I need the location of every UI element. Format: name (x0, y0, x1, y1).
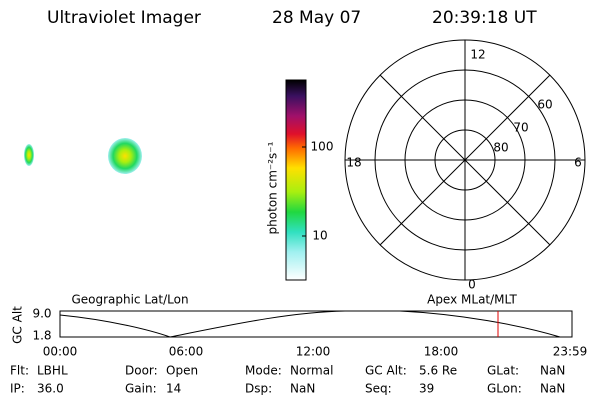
colorbar-scale (285, 79, 307, 281)
mlt-label: 18 (346, 156, 361, 170)
lat-label: 60 (537, 98, 552, 112)
mlt-label: 12 (470, 48, 485, 62)
info-value: Open (166, 364, 198, 378)
orbit-x-tick: 00:00 (43, 345, 78, 359)
info-value: 39 (419, 382, 434, 396)
orbit-plot (59, 310, 573, 338)
mlt-label: 0 (468, 278, 476, 292)
info-value: 36.0 (37, 382, 64, 396)
colorbar (285, 79, 307, 281)
lat-label: 70 (513, 121, 528, 135)
colorbar-label: photon cm⁻²s⁻¹ (266, 141, 280, 234)
aurora-blob (108, 138, 142, 174)
info-value: NaN (290, 382, 315, 396)
orbit-y-label: GC Alt (11, 306, 25, 344)
info-label: GLat: (487, 364, 519, 378)
aurora-blob (24, 144, 34, 166)
orbit-x-tick: 06:00 (169, 345, 204, 359)
orbit-x-tick: 12:00 (296, 345, 331, 359)
info-label: IP: (10, 382, 25, 396)
info-value: Normal (290, 364, 333, 378)
orbit-x-tick: 18:00 (424, 345, 459, 359)
colorbar-tick-label: 100 (311, 140, 334, 154)
orbit-y-tick: 9.0 (32, 307, 51, 321)
orbit-x-tick: 23:59 (553, 345, 588, 359)
info-label: Seq: (365, 382, 392, 396)
info-panel: Flt: LBHL Door: Open Mode: Normal GC Alt: 5.6 R… (10, 364, 565, 396)
info-label: GLon: (487, 382, 522, 396)
info-label: Dsp: (245, 382, 272, 396)
info-label: Mode: (245, 364, 282, 378)
mlt-label: 6 (574, 156, 582, 170)
orbit-left-title: Geographic Lat/Lon (71, 293, 188, 307)
info-label: GC Alt: (365, 364, 407, 378)
info-label: Door: (125, 364, 158, 378)
uv-image (24, 138, 142, 174)
orbit-y-tick: 1.8 (32, 329, 51, 343)
colorbar-tick-label: 10 (312, 229, 327, 243)
lat-label: 80 (493, 141, 508, 155)
info-value: NaN (540, 364, 565, 378)
info-label: Flt: (10, 364, 29, 378)
time: 20:39:18 UT (432, 8, 537, 28)
date: 28 May 07 (272, 8, 361, 28)
title: Ultraviolet Imager (47, 8, 201, 28)
orbit-right-title: Apex MLat/MLT (427, 293, 517, 307)
info-value: NaN (540, 382, 565, 396)
info-label: Gain: (125, 382, 157, 396)
altitude-curve (59, 310, 561, 338)
info-value: 14 (166, 382, 181, 396)
info-value: 5.6 Re (419, 364, 457, 378)
polar-grid (344, 39, 586, 281)
info-value: LBHL (37, 364, 68, 378)
